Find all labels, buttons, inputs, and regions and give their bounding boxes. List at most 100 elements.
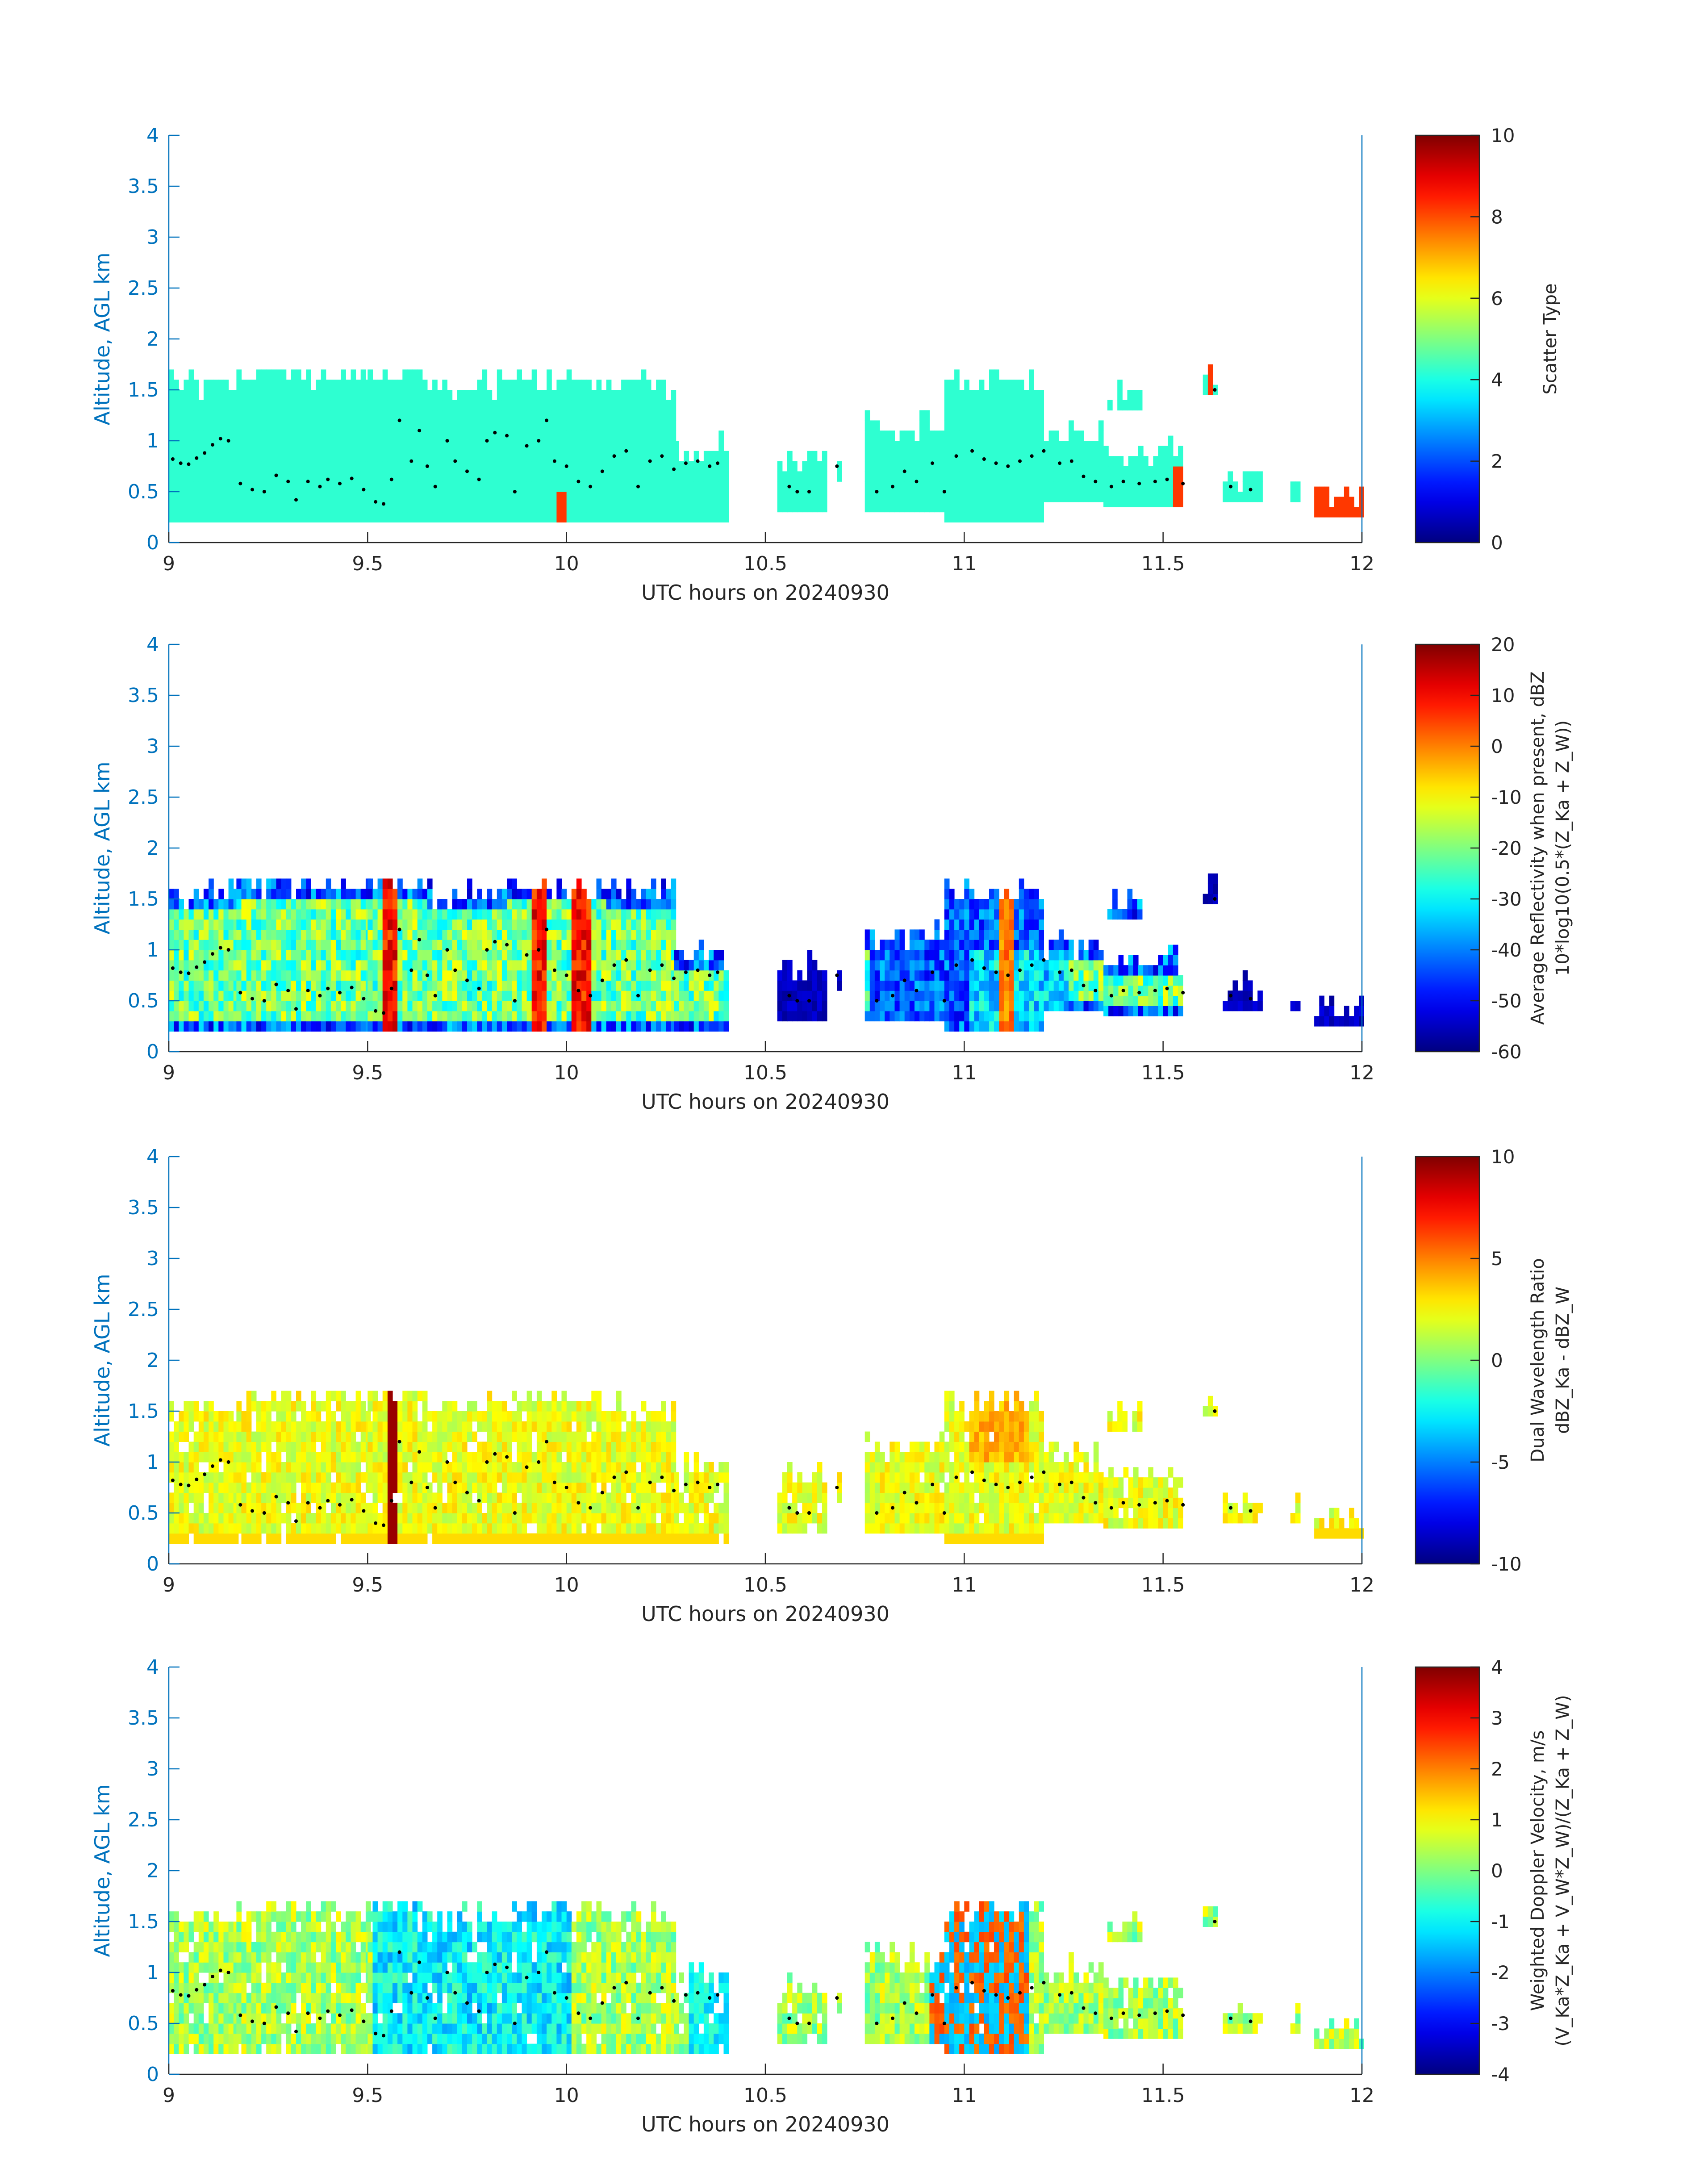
heatmap-cell [501, 420, 507, 431]
cluster-point [982, 457, 986, 461]
heatmap-cell [507, 410, 512, 421]
heatmap-cell [360, 369, 366, 380]
cluster-point [875, 999, 879, 1003]
heatmap-cell [517, 960, 522, 971]
heatmap-cell [281, 1021, 287, 1032]
heatmap-cell [1158, 955, 1164, 965]
heatmap-cell [1069, 441, 1074, 451]
heatmap-cell [482, 929, 488, 940]
heatmap-cell [1143, 466, 1148, 477]
heatmap-cell [447, 430, 453, 441]
heatmap-cell [422, 1011, 428, 1022]
heatmap-cell [531, 369, 537, 380]
heatmap-cell [915, 990, 920, 1001]
heatmap-cell [641, 960, 647, 971]
heatmap-cell [551, 919, 557, 930]
cluster-point [1030, 454, 1034, 458]
heatmap-cell [807, 451, 813, 462]
cluster-point [1006, 464, 1010, 468]
heatmap-cell [1103, 1006, 1109, 1016]
heatmap-cell [954, 430, 960, 441]
heatmap-cell [457, 410, 463, 421]
heatmap-cell [251, 1472, 257, 1483]
heatmap-cell [402, 940, 408, 950]
heatmap-cell [616, 909, 622, 920]
heatmap-cell [236, 1011, 242, 1022]
heatmap-cell [656, 471, 661, 482]
heatmap-cell [994, 909, 999, 920]
heatmap-cell [1058, 461, 1064, 472]
heatmap-cell [301, 889, 306, 899]
heatmap-cell [407, 909, 413, 920]
heatmap-cell [531, 940, 537, 950]
heatmap-cell [959, 960, 965, 971]
heatmap-cell [412, 889, 418, 899]
heatmap-cell [531, 420, 537, 431]
heatmap-cell [531, 380, 537, 390]
heatmap-cell [915, 1001, 920, 1011]
heatmap-cell [251, 970, 257, 981]
heatmap-cell [964, 909, 969, 920]
heatmap-cell [188, 410, 194, 421]
heatmap-cell [1023, 970, 1029, 981]
heatmap-cell [251, 1503, 257, 1513]
heatmap-cell [944, 512, 950, 522]
heatmap-cell [188, 909, 194, 920]
heatmap-cell [522, 929, 527, 940]
heatmap-cell [1034, 980, 1039, 991]
heatmap-cell [442, 919, 447, 930]
heatmap-cell [246, 980, 252, 991]
heatmap-cell [228, 461, 234, 472]
heatmap-cell [1058, 960, 1064, 971]
heatmap-cell [576, 878, 582, 889]
heatmap-cell [276, 889, 282, 899]
heatmap-cell [989, 369, 994, 380]
heatmap-cell [994, 481, 999, 492]
heatmap-cell [934, 950, 940, 961]
heatmap-cell [576, 960, 582, 971]
heatmap-cell [1242, 1001, 1248, 1011]
heatmap-cell [407, 400, 413, 411]
heatmap-cell [547, 430, 552, 441]
heatmap-cell [377, 420, 383, 431]
cluster-point [397, 418, 401, 422]
heatmap-cell [218, 970, 224, 981]
heatmap-cell [184, 1452, 189, 1462]
heatmap-cell [1078, 451, 1084, 462]
heatmap-cell [326, 461, 331, 472]
heatmap-cell [1039, 919, 1044, 930]
heatmap-cell [556, 441, 562, 451]
heatmap-cell [241, 512, 247, 522]
heatmap-cell [393, 512, 398, 522]
heatmap-cell [979, 481, 985, 492]
heatmap-cell [1108, 975, 1114, 986]
heatmap-cell [1098, 420, 1104, 431]
heatmap-cell [447, 950, 453, 961]
heatmap-cell [341, 451, 346, 462]
heatmap-cell [1014, 481, 1019, 492]
heatmap-cell [999, 1021, 1004, 1032]
heatmap-cell [296, 501, 301, 513]
heatmap-cell [1138, 985, 1144, 996]
heatmap-cell [228, 980, 234, 991]
heatmap-cell [512, 940, 517, 950]
heatmap-cell [885, 471, 890, 482]
heatmap-cell [1029, 380, 1034, 390]
heatmap-cell [341, 919, 346, 930]
heatmap-cell [1048, 461, 1054, 472]
heatmap-cell [1098, 471, 1104, 482]
heatmap-cell [482, 451, 488, 462]
heatmap-cell [432, 461, 438, 472]
heatmap-cell [651, 471, 656, 482]
heatmap-cell [671, 889, 677, 899]
heatmap-cell [382, 400, 388, 411]
heatmap-cell [507, 380, 512, 390]
heatmap-cell [1073, 970, 1079, 981]
heatmap-cell [869, 481, 875, 492]
heatmap-cell [188, 919, 194, 930]
heatmap-cell [203, 390, 209, 401]
heatmap-cell [656, 451, 661, 462]
heatmap-cell [1023, 889, 1029, 899]
heatmap-cell [477, 471, 482, 482]
